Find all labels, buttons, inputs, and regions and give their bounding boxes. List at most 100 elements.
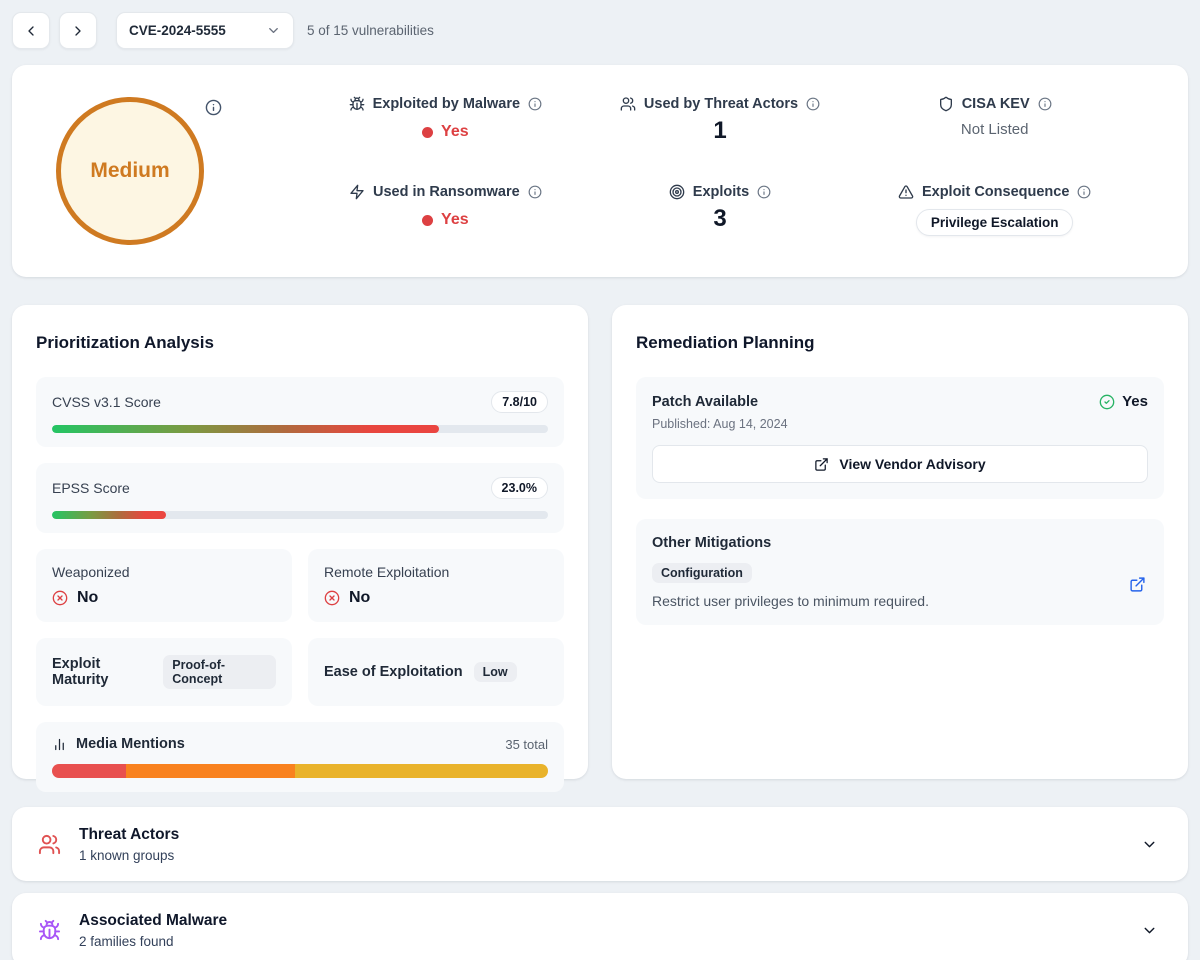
view-vendor-advisory-label: View Vendor Advisory <box>839 456 986 472</box>
mitigation-type-badge: Configuration <box>652 563 752 583</box>
stat-exploit-consequence: Exploit Consequence Privilege Escalation <box>898 184 1091 246</box>
cve-selector-dropdown[interactable]: CVE-2024-5555 <box>116 12 294 49</box>
associated-malware-accordion[interactable]: Associated Malware 2 families found <box>12 893 1188 960</box>
target-icon <box>669 184 685 200</box>
remote-exploitation-block: Remote Exploitation No <box>308 549 564 622</box>
stat-value: 1 <box>713 117 727 144</box>
chevron-down-icon <box>1141 836 1158 853</box>
bug-icon <box>38 919 61 942</box>
media-mentions-block: Media Mentions 35 total <box>36 722 564 792</box>
exploit-maturity-block: Exploit Maturity Proof-of-Concept <box>36 638 292 706</box>
other-mitigations-block: Other Mitigations Configuration Restrict… <box>636 519 1164 625</box>
epss-label: EPSS Score <box>52 480 130 496</box>
info-icon[interactable] <box>1077 185 1091 199</box>
mitigation-external-link-icon[interactable] <box>1129 576 1146 593</box>
cvss-progress-track <box>52 425 548 433</box>
weaponized-block: Weaponized No <box>36 549 292 622</box>
remote-exploitation-value: No <box>349 589 371 606</box>
threat-actors-accordion[interactable]: Threat Actors 1 known groups <box>12 807 1188 881</box>
stat-threat-actors: Used by Threat Actors 1 <box>620 96 820 158</box>
stat-column-kev: CISA KEV Not Listed Exploit Consequence <box>857 96 1132 246</box>
patch-published-date: Published: Aug 14, 2024 <box>652 417 788 431</box>
next-vulnerability-button[interactable] <box>59 12 97 49</box>
accordion-title: Associated Malware <box>79 911 228 929</box>
analysis-row: Prioritization Analysis CVSS v3.1 Score … <box>12 305 1188 792</box>
status-dot <box>422 214 434 226</box>
status-dot <box>422 126 434 138</box>
stat-value: Not Listed <box>960 121 1029 138</box>
shield-icon <box>938 96 954 112</box>
ease-of-exploitation-label: Ease of Exploitation <box>324 664 463 680</box>
epss-score-badge: 23.0% <box>490 477 548 499</box>
stat-label: Exploited by Malware <box>372 96 521 112</box>
users-icon <box>620 96 636 112</box>
x-circle-icon <box>52 590 68 606</box>
stat-value: Yes <box>441 123 469 140</box>
chevron-down-icon <box>1141 922 1158 939</box>
stat-label: Exploit Consequence <box>921 184 1070 200</box>
patch-available-value: Yes <box>1122 393 1148 410</box>
vulnerability-count-text: 5 of 15 vulnerabilities <box>307 23 434 38</box>
prioritization-analysis-panel: Prioritization Analysis CVSS v3.1 Score … <box>12 305 588 792</box>
exploit-maturity-label: Exploit Maturity <box>52 656 109 688</box>
media-mentions-label: Media Mentions <box>76 736 185 752</box>
cve-selector-value: CVE-2024-5555 <box>129 23 226 38</box>
info-icon[interactable] <box>528 97 542 111</box>
stat-exploited-by-malware: Exploited by Malware Yes <box>349 96 542 158</box>
info-icon[interactable] <box>757 185 771 199</box>
weaponized-value: No <box>77 589 99 606</box>
info-icon[interactable] <box>528 185 542 199</box>
stat-column-actors: Used by Threat Actors 1 Exploits <box>583 96 858 246</box>
ease-of-exploitation-block: Ease of Exploitation Low <box>308 638 564 706</box>
stat-value: 3 <box>713 205 727 232</box>
view-vendor-advisory-button[interactable]: View Vendor Advisory <box>652 445 1148 483</box>
media-segment <box>126 764 296 778</box>
consequence-badge: Privilege Escalation <box>915 209 1074 236</box>
remediation-planning-panel: Remediation Planning Patch Available Yes… <box>612 305 1188 779</box>
stat-column-malware: Exploited by Malware Yes <box>308 96 583 246</box>
stat-value: Yes <box>441 211 469 228</box>
severity-section: Medium <box>56 97 244 245</box>
patch-available-block: Patch Available Yes Published: Aug 14, 2… <box>636 377 1164 499</box>
epss-progress-fill <box>52 511 167 519</box>
media-segment <box>52 764 127 778</box>
previous-vulnerability-button[interactable] <box>12 12 50 49</box>
other-mitigations-label: Other Mitigations <box>652 535 772 551</box>
accordion-subtitle: 2 families found <box>79 933 174 949</box>
external-link-icon <box>814 457 829 472</box>
info-icon[interactable] <box>205 99 222 116</box>
stat-label: CISA KEV <box>961 96 1030 112</box>
severity-gauge: Medium <box>56 97 204 245</box>
stat-label: Exploits <box>692 184 750 200</box>
bug-icon <box>349 96 365 112</box>
media-mentions-total: 35 total <box>505 736 548 752</box>
toolbar: CVE-2024-5555 5 of 15 vulnerabilities <box>12 12 1188 49</box>
severity-label: Medium <box>90 159 170 182</box>
stat-used-in-ransomware: Used in Ransomware Yes <box>349 184 542 246</box>
stat-label: Used in Ransomware <box>373 184 520 200</box>
remote-exploitation-label: Remote Exploitation <box>324 564 450 580</box>
patch-available-label: Patch Available <box>652 393 759 410</box>
chevron-down-icon <box>266 23 281 38</box>
summary-stats: Exploited by Malware Yes <box>308 96 1132 246</box>
info-icon[interactable] <box>1038 97 1052 111</box>
stat-label: Used by Threat Actors <box>643 96 799 112</box>
epss-score-block: EPSS Score 23.0% <box>36 463 564 533</box>
alert-triangle-icon <box>898 184 914 200</box>
users-icon <box>38 833 61 856</box>
stat-cisa-kev: CISA KEV Not Listed <box>938 96 1052 158</box>
info-icon[interactable] <box>806 97 820 111</box>
check-circle-icon <box>1099 394 1115 410</box>
epss-progress-track <box>52 511 548 519</box>
weaponized-label: Weaponized <box>52 564 130 580</box>
panel-title: Remediation Planning <box>636 333 815 352</box>
zap-icon <box>349 184 365 200</box>
accordion-subtitle: 1 known groups <box>79 847 175 863</box>
media-segment <box>295 764 548 778</box>
media-mentions-bar <box>52 764 548 778</box>
x-circle-icon <box>324 590 340 606</box>
exploit-maturity-badge: Proof-of-Concept <box>163 655 276 689</box>
chevron-left-icon <box>23 23 39 39</box>
panel-title: Prioritization Analysis <box>36 333 214 352</box>
